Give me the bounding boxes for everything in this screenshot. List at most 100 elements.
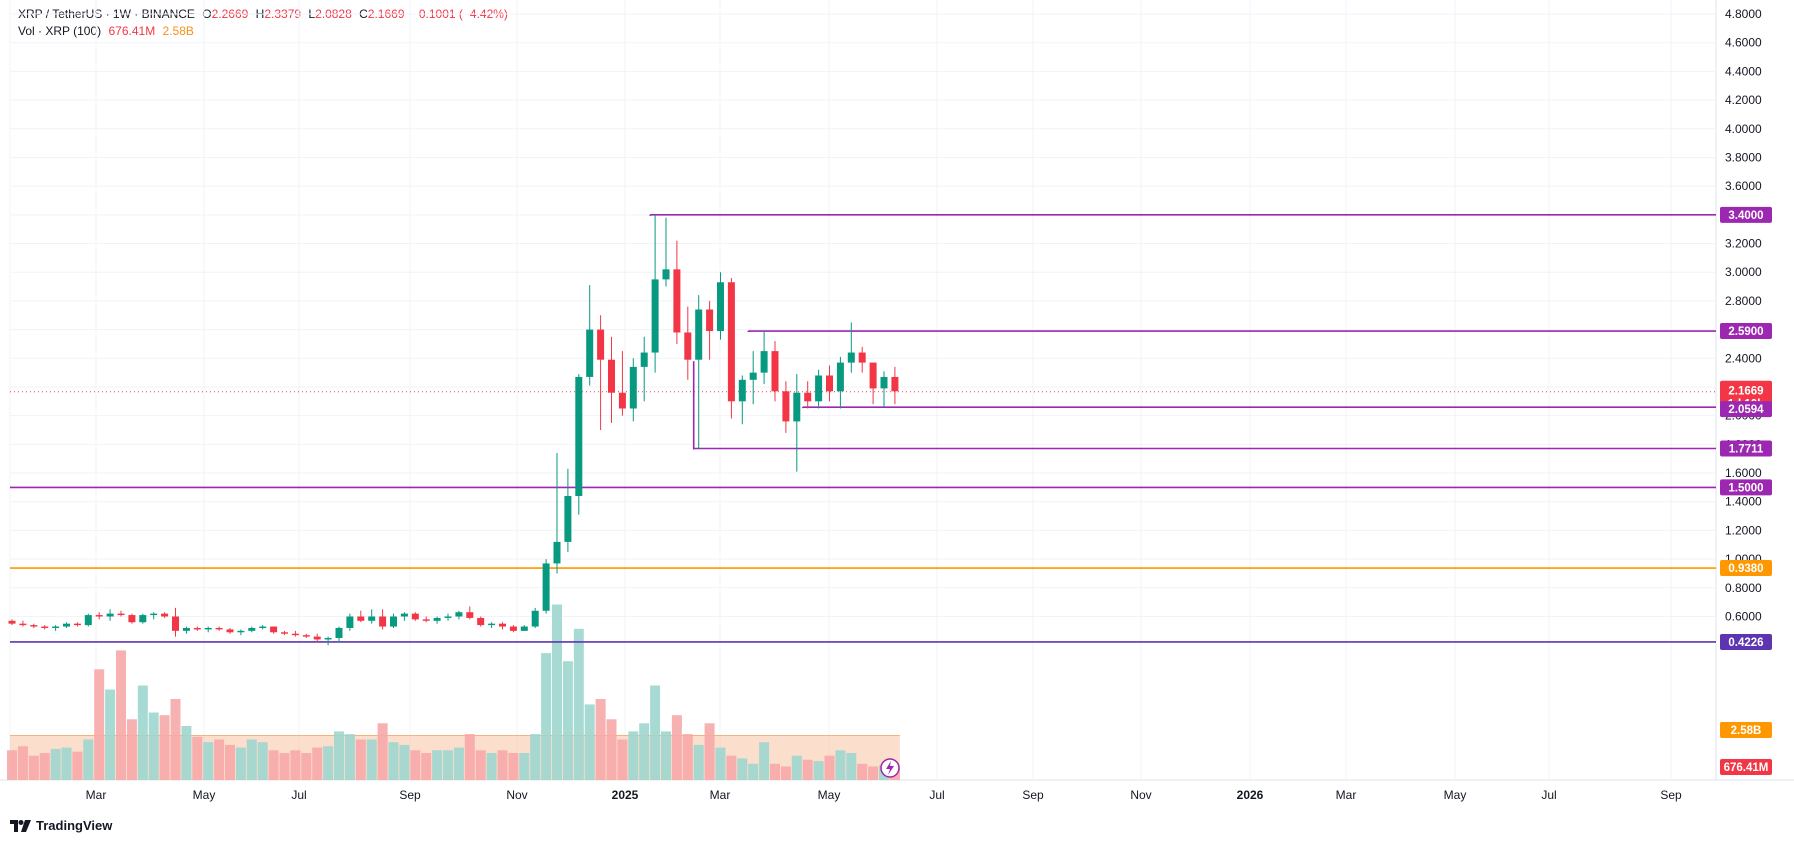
candle (575, 374, 583, 515)
volume-bar (541, 653, 552, 780)
candle (433, 616, 441, 624)
level-price-tag: 2.5900 (1728, 326, 1763, 338)
volume-bar (225, 744, 235, 780)
price-tick-label: 3.8000 (1725, 150, 1762, 164)
candle-body (433, 617, 441, 621)
candle (150, 612, 158, 620)
candle-body (509, 626, 517, 631)
price-tick-label: 4.8000 (1725, 7, 1762, 21)
volume-bar (301, 753, 312, 780)
candle-body (499, 623, 506, 627)
candle-body (368, 616, 376, 621)
candle (564, 468, 572, 552)
volume-bar (39, 753, 50, 780)
volume-bar (257, 742, 268, 780)
legend-line-2: Vol · XRP (100) 676.41M 2.58B (18, 24, 198, 38)
time-tick-label: May (193, 788, 216, 802)
candle-body (139, 615, 147, 623)
candle-body (717, 282, 724, 332)
candle (270, 626, 278, 634)
volume-bar (453, 747, 464, 780)
volume-ma-tag-bg (1720, 722, 1772, 738)
volume-bar (737, 758, 748, 780)
price-tick-label: 3.6000 (1725, 179, 1762, 193)
time-tick-label: Sep (399, 788, 421, 802)
volume-bar (573, 628, 584, 780)
volume-bar (715, 747, 726, 780)
volume-bar (279, 753, 290, 780)
candle (738, 375, 746, 425)
candle-body (738, 379, 746, 402)
volume-bar (791, 755, 802, 780)
candle-body (422, 619, 430, 621)
volume-bar (759, 742, 770, 780)
volume-bar (748, 763, 759, 780)
candle-body (41, 626, 49, 628)
candle (106, 609, 114, 621)
level-price-tag-bg (1720, 560, 1772, 577)
time-axis[interactable]: Mar May Jul Sep Nov 2025 Mar May Jul Sep Nov 2026 Ma… (86, 788, 1682, 802)
candle (727, 277, 735, 419)
volume-bar (377, 723, 388, 780)
candle-body (313, 636, 321, 640)
volume-bar (432, 750, 443, 780)
brand-footer[interactable]: TradingView (10, 818, 112, 833)
time-tick-label: Mar (86, 788, 107, 802)
candle-body (106, 613, 114, 617)
candle (390, 613, 397, 628)
volume-title[interactable]: Vol · XRP (100) (18, 24, 102, 38)
time-tick-label: Jul (291, 788, 306, 802)
candle-body (302, 635, 310, 637)
volume-bar (835, 750, 846, 780)
candle (695, 295, 703, 449)
volume-bar (203, 742, 214, 780)
candle-body (172, 616, 179, 631)
candle (411, 612, 419, 621)
bolt-icon[interactable] (880, 758, 900, 778)
volume-bar (464, 734, 475, 780)
price-tick-label: 1.4000 (1725, 495, 1762, 509)
last-price-tag: 2.1669 (1728, 386, 1763, 398)
candle-body (553, 541, 561, 564)
volume-bar (421, 753, 432, 780)
volume-bar (116, 650, 126, 780)
volume-bar (682, 734, 693, 780)
candle-body (215, 627, 223, 630)
volume-bar (105, 689, 116, 780)
volume-bar (323, 746, 334, 780)
candle (706, 300, 714, 360)
candle-body (411, 613, 419, 620)
candle (182, 626, 190, 634)
candle (749, 351, 757, 405)
candle-body (226, 629, 234, 633)
volume-bar (268, 750, 279, 780)
volume-bar (650, 685, 661, 780)
candle (553, 452, 561, 574)
candle-body (629, 366, 637, 409)
candle (466, 606, 474, 620)
candle-body (684, 332, 692, 360)
candle (172, 607, 179, 637)
price-tick-label: 4.6000 (1725, 36, 1762, 50)
price-tick-label: 2.4000 (1725, 351, 1762, 365)
volume-bar (519, 753, 530, 780)
candle-body (346, 616, 354, 628)
price-tick-label: 0.8000 (1725, 581, 1762, 595)
candle (815, 369, 823, 409)
candle-body (640, 352, 648, 367)
candle-body (455, 612, 463, 617)
candle (63, 622, 70, 628)
volume-bar (83, 739, 94, 780)
volume-bar (628, 731, 639, 780)
candle-body (95, 615, 103, 617)
level-price-tag-bg (1720, 479, 1772, 496)
candle-body (608, 359, 615, 393)
volume-bar (94, 669, 105, 780)
candle-body (836, 362, 844, 392)
candle (684, 306, 692, 380)
candle-body (8, 620, 16, 624)
volume-bar (595, 699, 606, 780)
price-axis[interactable]: 4.8000 4.6000 4.4000 4.2000 4.0000 3.8000 3.60… (1725, 7, 1762, 624)
level-price-tag: 1.7711 (1729, 444, 1764, 456)
